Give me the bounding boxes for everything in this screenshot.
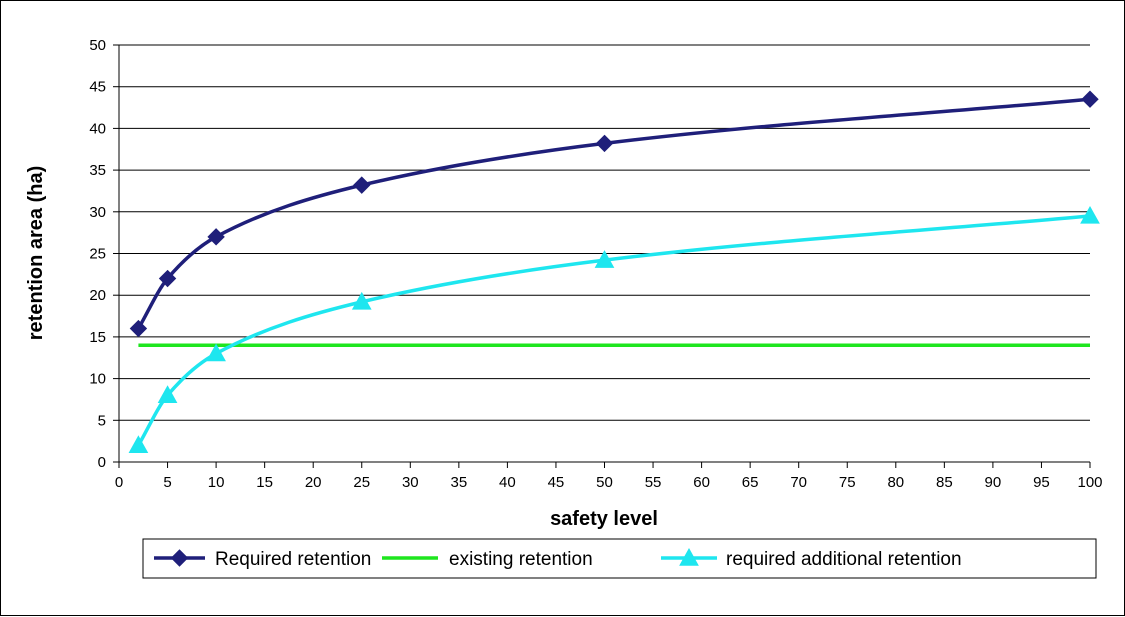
x-tick-label: 20: [305, 474, 322, 491]
axes: [113, 44, 1091, 468]
x-tick-label: 55: [645, 474, 662, 491]
x-tick-label: 80: [887, 474, 904, 491]
series-line-2: [136, 214, 1091, 447]
data-point: [353, 176, 371, 194]
legend-marker-0: [170, 549, 189, 567]
data-point: [1081, 90, 1099, 108]
y-tick-label: 40: [89, 120, 106, 137]
legend-label-0: Required retention: [215, 549, 371, 570]
legend-item-2: required additional retention: [661, 547, 962, 570]
x-tick-label: 25: [353, 474, 370, 491]
data-point: [206, 343, 226, 362]
x-tick-label: 60: [693, 474, 710, 491]
y-tick-label: 10: [89, 371, 106, 388]
x-tick-label: 35: [451, 474, 468, 491]
series-group: [128, 90, 1100, 454]
x-tick-label: 85: [936, 474, 953, 491]
gridlines: [119, 44, 1090, 421]
y-tick-label: 45: [89, 79, 106, 96]
x-tick-label: 10: [208, 474, 225, 491]
legend-label-2: required additional retention: [726, 549, 962, 570]
y-tick-label: 25: [89, 246, 106, 263]
x-tick-label: 45: [548, 474, 565, 491]
data-point: [129, 319, 148, 338]
x-tick-label: 65: [742, 474, 759, 491]
data-point: [595, 134, 614, 153]
data-point: [594, 250, 615, 268]
legend-item-1: existing retention: [382, 549, 593, 570]
series-line-0: [136, 97, 1091, 330]
legend-item-0: Required retention: [154, 549, 371, 570]
y-tick-label: 20: [89, 287, 106, 304]
data-point: [158, 269, 177, 288]
data-point: [157, 385, 178, 403]
y-tick-label: 35: [89, 162, 106, 179]
y-tick-label: 5: [98, 412, 106, 429]
y-tick-label: 30: [89, 204, 106, 221]
x-tick-label: 70: [790, 474, 807, 491]
legend: Required retention existing retention requ…: [142, 538, 1097, 579]
series-2: [128, 205, 1100, 454]
x-tick-label: 95: [1033, 474, 1050, 491]
x-tick-labels: 0 5 10 15 20 25 30 35 40 45 50 55 60 65 70 75 80 85 90 95 10…: [115, 474, 1103, 491]
x-tick-label: 90: [985, 474, 1002, 491]
legend-label-1: existing retention: [449, 549, 593, 570]
y-axis-title: retention area (ha): [25, 166, 47, 340]
data-point: [1080, 205, 1100, 224]
y-tick-labels: 0 5 10 15 20 25 30 35 40 45 50: [89, 37, 106, 471]
legend-marker-2: [679, 547, 699, 566]
x-axis-title: safety level: [550, 508, 658, 530]
data-point: [207, 228, 225, 246]
x-tick-label: 15: [256, 474, 273, 491]
y-tick-label: 0: [98, 454, 106, 471]
series-0: [129, 90, 1099, 338]
x-tick-label: 75: [839, 474, 856, 491]
x-tick-label: 30: [402, 474, 419, 491]
legend-box: [142, 538, 1097, 579]
x-tick-label: 100: [1077, 474, 1102, 491]
data-point: [351, 291, 372, 310]
x-tick-label: 40: [499, 474, 516, 491]
y-tick-label: 50: [89, 37, 106, 54]
y-tick-label: 15: [89, 329, 106, 346]
x-tick-label: 50: [596, 474, 613, 491]
x-tick-label: 5: [163, 474, 171, 491]
x-tick-label: 0: [115, 474, 123, 491]
data-point: [128, 435, 149, 454]
